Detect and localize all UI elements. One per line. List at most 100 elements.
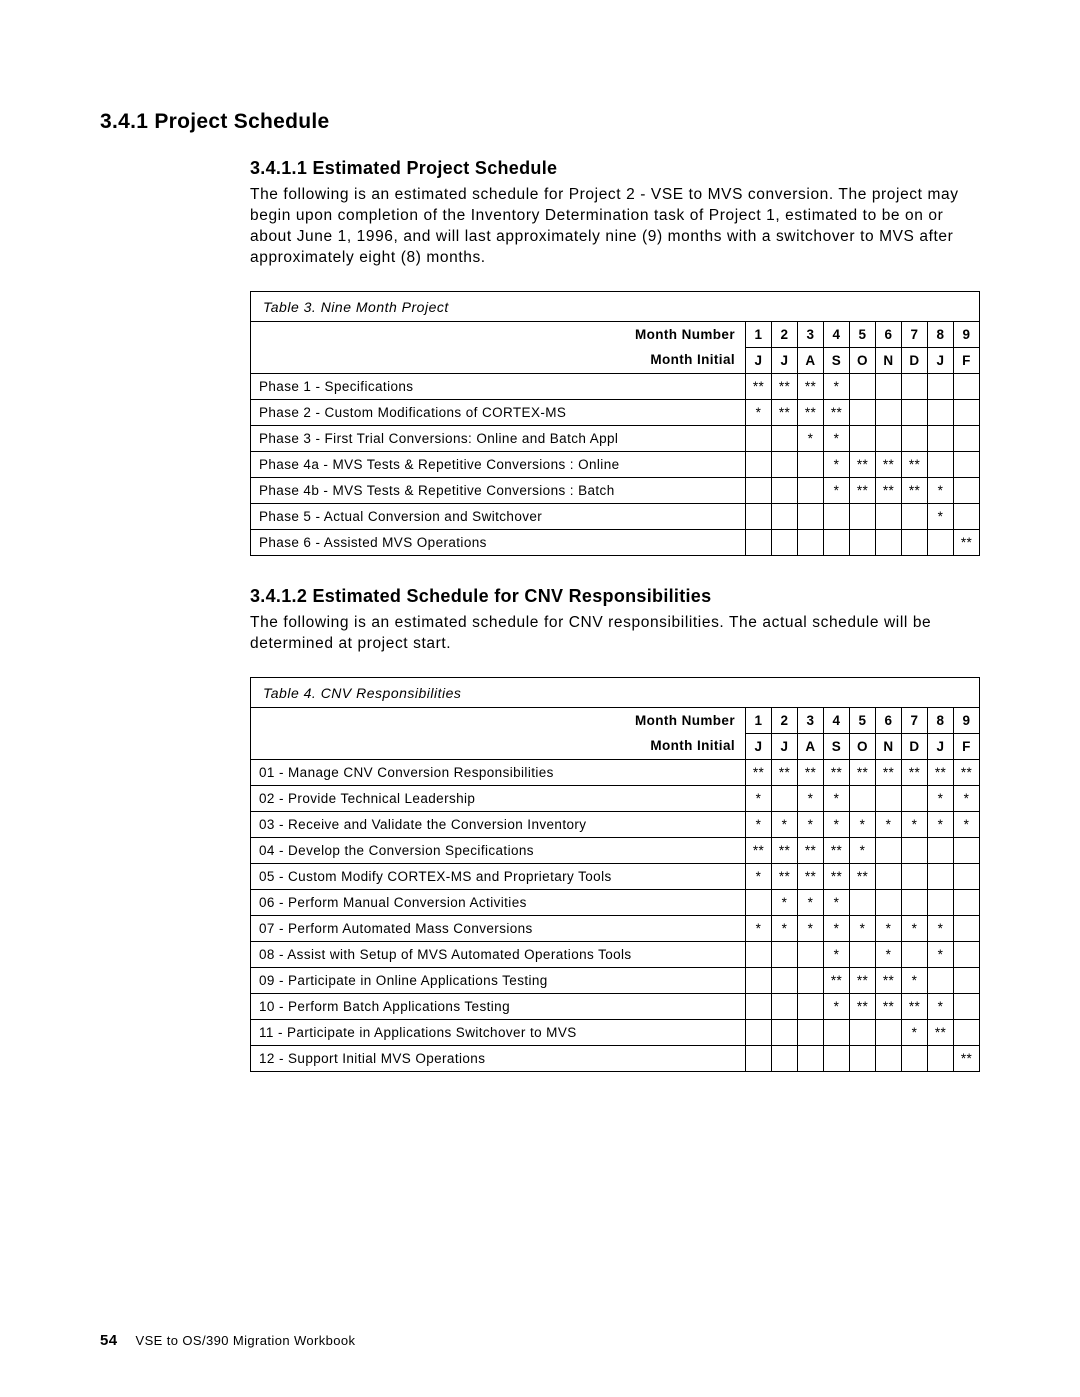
month-initial-col: O (850, 347, 876, 373)
table-row: Phase 2 - Custom Modifications of CORTEX… (251, 399, 979, 425)
schedule-cell: ** (824, 967, 850, 993)
table-4: Month Number123456789Month InitialJJASON… (251, 708, 979, 1071)
schedule-cell (928, 863, 954, 889)
schedule-cell: ** (798, 399, 824, 425)
schedule-cell (824, 1019, 850, 1045)
header-month-initial: Month Initial (251, 347, 746, 373)
schedule-cell: * (928, 993, 954, 1019)
schedule-cell (824, 503, 850, 529)
schedule-cell (902, 889, 928, 915)
row-label: 07 - Perform Automated Mass Conversions (251, 915, 746, 941)
schedule-cell (772, 425, 798, 451)
paragraph-3411: The following is an estimated schedule f… (250, 185, 980, 269)
schedule-cell: * (928, 915, 954, 941)
month-initial-col: D (902, 347, 928, 373)
row-label: Phase 5 - Actual Conversion and Switchov… (251, 503, 746, 529)
schedule-cell: * (824, 451, 850, 477)
schedule-cell: * (798, 425, 824, 451)
table-row: 07 - Perform Automated Mass Conversions *… (251, 915, 979, 941)
month-number-col: 2 (772, 708, 798, 734)
row-label: 12 - Support Initial MVS Operations (251, 1045, 746, 1071)
section-3411: 3.4.1.1 Estimated Project Schedule The f… (250, 158, 980, 556)
schedule-cell: ** (850, 863, 876, 889)
schedule-cell: ** (876, 477, 902, 503)
row-label: 08 - Assist with Setup of MVS Automated … (251, 941, 746, 967)
schedule-cell (798, 529, 824, 555)
schedule-cell: * (928, 941, 954, 967)
month-initial-col: F (954, 347, 980, 373)
schedule-cell (746, 993, 772, 1019)
schedule-cell: * (824, 811, 850, 837)
schedule-cell (876, 1045, 902, 1071)
month-number-col: 3 (798, 322, 824, 348)
schedule-cell: * (746, 863, 772, 889)
month-number-col: 2 (772, 322, 798, 348)
month-initial-col: A (798, 733, 824, 759)
schedule-cell: ** (772, 837, 798, 863)
table-row: 11 - Participate in Applications Switcho… (251, 1019, 979, 1045)
schedule-cell: * (850, 837, 876, 863)
row-label: 09 - Participate in Online Applications … (251, 967, 746, 993)
schedule-cell (954, 863, 980, 889)
schedule-cell (902, 1045, 928, 1071)
month-initial-col: N (876, 733, 902, 759)
schedule-cell: ** (798, 759, 824, 785)
schedule-cell: ** (902, 477, 928, 503)
section-3412: 3.4.1.2 Estimated Schedule for CNV Respo… (250, 586, 980, 1072)
schedule-cell: ** (850, 993, 876, 1019)
schedule-cell (746, 451, 772, 477)
schedule-cell: * (850, 915, 876, 941)
schedule-cell (850, 373, 876, 399)
schedule-cell (746, 477, 772, 503)
schedule-cell (876, 373, 902, 399)
schedule-cell (954, 373, 980, 399)
schedule-cell (902, 941, 928, 967)
page-number: 54 (100, 1332, 118, 1349)
schedule-cell (902, 503, 928, 529)
month-number-col: 8 (928, 708, 954, 734)
month-number-col: 6 (876, 708, 902, 734)
row-label: Phase 4b - MVS Tests & Repetitive Conver… (251, 477, 746, 503)
row-label: 11 - Participate in Applications Switcho… (251, 1019, 746, 1045)
schedule-cell: * (876, 915, 902, 941)
header-month-number: Month Number (251, 708, 746, 734)
schedule-cell (902, 399, 928, 425)
schedule-cell (746, 941, 772, 967)
table-row: Phase 3 - First Trial Conversions: Onlin… (251, 425, 979, 451)
month-number-col: 3 (798, 708, 824, 734)
schedule-cell (746, 425, 772, 451)
schedule-cell: * (824, 889, 850, 915)
table-row: 02 - Provide Technical Leadership***** (251, 785, 979, 811)
schedule-cell (824, 1045, 850, 1071)
schedule-cell: * (798, 811, 824, 837)
schedule-cell: ** (824, 399, 850, 425)
schedule-cell (876, 503, 902, 529)
row-label: 06 - Perform Manual Conversion Activitie… (251, 889, 746, 915)
schedule-cell (902, 529, 928, 555)
month-number-col: 8 (928, 322, 954, 348)
schedule-cell (850, 529, 876, 555)
schedule-cell: ** (746, 373, 772, 399)
schedule-cell: * (798, 889, 824, 915)
schedule-cell: * (824, 373, 850, 399)
row-label: 05 - Custom Modify CORTEX-MS and Proprie… (251, 863, 746, 889)
month-number-col: 4 (824, 322, 850, 348)
schedule-cell (954, 967, 980, 993)
schedule-cell (876, 785, 902, 811)
table-row: 10 - Perform Batch Applications Testing *… (251, 993, 979, 1019)
schedule-cell (798, 993, 824, 1019)
table-4-caption: Table 4. CNV Responsibilities (251, 678, 979, 708)
schedule-cell: ** (746, 759, 772, 785)
schedule-cell (954, 837, 980, 863)
schedule-cell (772, 1045, 798, 1071)
month-initial-col: F (954, 733, 980, 759)
schedule-cell: ** (772, 399, 798, 425)
schedule-cell (772, 993, 798, 1019)
month-initial-col: D (902, 733, 928, 759)
row-label: 10 - Perform Batch Applications Testing (251, 993, 746, 1019)
schedule-cell: ** (876, 759, 902, 785)
schedule-cell: ** (824, 863, 850, 889)
schedule-cell (902, 425, 928, 451)
month-initial-col: O (850, 733, 876, 759)
schedule-cell (798, 1019, 824, 1045)
